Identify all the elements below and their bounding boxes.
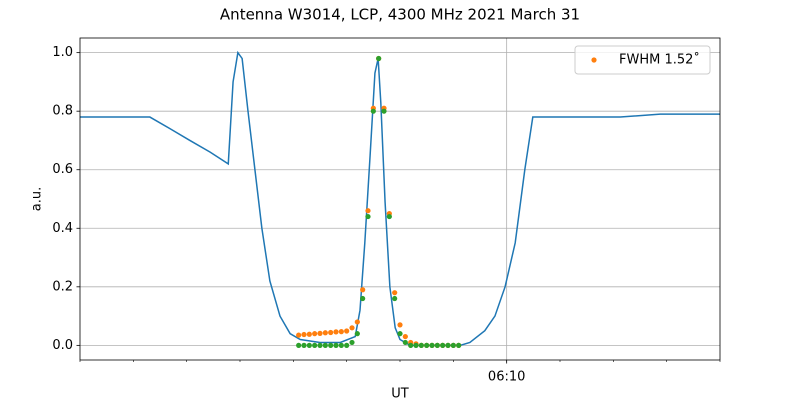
data-point xyxy=(434,342,440,348)
x-tick-label: 06:10 xyxy=(488,370,525,385)
data-point xyxy=(312,331,318,337)
data-point xyxy=(424,342,430,348)
data-point xyxy=(322,330,328,336)
data-point xyxy=(306,331,312,337)
plot-frame xyxy=(79,37,721,361)
data-point xyxy=(344,328,350,334)
data-point xyxy=(322,342,328,348)
data-line xyxy=(80,50,720,347)
data-point xyxy=(338,329,344,335)
y-tick-label: 0.6 xyxy=(52,162,73,177)
data-point xyxy=(413,342,419,348)
data-point xyxy=(386,213,392,220)
data-point xyxy=(376,55,382,62)
data-point xyxy=(338,342,344,348)
data-point xyxy=(392,290,398,296)
data-point xyxy=(349,325,355,331)
data-point xyxy=(381,108,387,114)
data-point xyxy=(365,213,371,220)
legend-marker xyxy=(591,57,597,63)
data-point xyxy=(296,342,302,348)
data-point xyxy=(317,342,323,348)
data-point xyxy=(360,287,366,293)
y-tick-label: 0.8 xyxy=(52,104,73,119)
data-point xyxy=(349,339,355,346)
data-point xyxy=(440,342,446,348)
data-point xyxy=(333,342,339,348)
data-point xyxy=(445,342,451,348)
data-point xyxy=(344,342,350,348)
data-point xyxy=(333,329,339,335)
data-point xyxy=(397,322,403,328)
data-point xyxy=(360,295,366,302)
data-point xyxy=(306,342,312,348)
y-tick-label: 1.0 xyxy=(52,45,73,60)
legend-box xyxy=(574,45,711,75)
data-point xyxy=(328,329,334,336)
chart-title: Antenna W3014, LCP, 4300 MHz 2021 March … xyxy=(220,6,580,24)
data-point xyxy=(328,342,334,348)
x-axis-label: UT xyxy=(391,387,409,400)
data-point xyxy=(365,208,371,214)
data-point xyxy=(450,342,456,348)
data-point xyxy=(397,331,403,337)
data-point xyxy=(392,295,398,302)
data-point xyxy=(301,331,307,338)
data-point xyxy=(402,333,408,340)
data-point xyxy=(301,342,307,348)
y-tick-label: 0.2 xyxy=(52,279,73,294)
y-tick-label: 0.4 xyxy=(52,221,73,236)
data-point xyxy=(296,332,302,338)
data-point xyxy=(402,339,408,346)
data-point xyxy=(408,342,414,348)
y-tick-label: 0.0 xyxy=(52,338,73,353)
y-axis-label: a.u. xyxy=(30,187,45,211)
legend-label: FWHM 1.52˚ xyxy=(619,52,700,68)
data-point xyxy=(370,108,376,114)
data-point xyxy=(317,330,323,336)
data-point xyxy=(354,319,360,325)
data-point xyxy=(354,331,360,337)
data-point xyxy=(456,342,462,348)
data-point xyxy=(312,342,318,348)
data-point xyxy=(429,342,435,348)
data-point xyxy=(418,342,424,348)
